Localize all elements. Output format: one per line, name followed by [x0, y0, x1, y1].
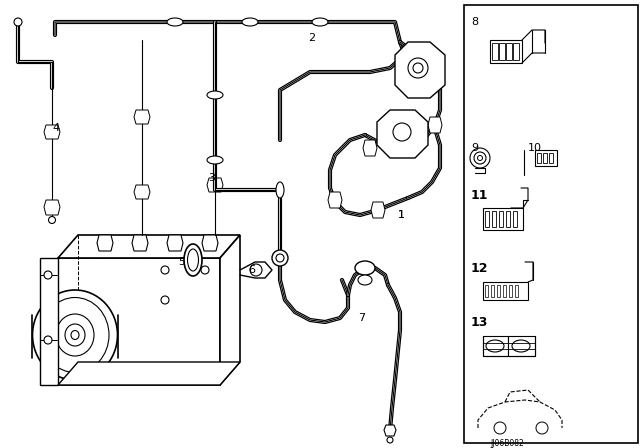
Polygon shape [490, 40, 522, 63]
Ellipse shape [56, 314, 94, 356]
Ellipse shape [65, 324, 85, 346]
Polygon shape [506, 211, 510, 227]
Circle shape [49, 216, 56, 224]
Text: JJ06B082: JJ06B082 [490, 439, 524, 448]
Circle shape [393, 123, 411, 141]
Polygon shape [44, 125, 60, 139]
Polygon shape [40, 258, 58, 385]
Circle shape [161, 266, 169, 274]
Polygon shape [492, 211, 496, 227]
Polygon shape [503, 285, 506, 297]
Polygon shape [428, 117, 442, 133]
Circle shape [250, 264, 262, 276]
Polygon shape [134, 110, 150, 124]
Ellipse shape [312, 18, 328, 26]
Text: 10: 10 [528, 143, 542, 153]
Text: 12: 12 [471, 262, 488, 275]
Circle shape [470, 148, 490, 168]
Polygon shape [515, 285, 518, 297]
Text: 3: 3 [208, 173, 215, 183]
Ellipse shape [33, 290, 118, 380]
Polygon shape [485, 285, 488, 297]
Polygon shape [513, 43, 519, 60]
Polygon shape [499, 211, 503, 227]
Ellipse shape [188, 249, 198, 271]
Text: 6: 6 [248, 265, 255, 275]
Polygon shape [134, 185, 150, 199]
Polygon shape [97, 235, 113, 251]
Circle shape [272, 250, 288, 266]
Polygon shape [513, 211, 517, 227]
Polygon shape [363, 140, 377, 156]
Polygon shape [167, 235, 183, 251]
Polygon shape [549, 153, 553, 163]
Polygon shape [395, 42, 445, 98]
Circle shape [44, 336, 52, 344]
Text: 2: 2 [308, 33, 315, 43]
Ellipse shape [41, 297, 109, 372]
Polygon shape [58, 235, 240, 258]
Polygon shape [220, 235, 240, 385]
Ellipse shape [207, 91, 223, 99]
Circle shape [387, 437, 393, 443]
Ellipse shape [167, 18, 183, 26]
Polygon shape [384, 425, 396, 436]
Polygon shape [506, 43, 512, 60]
Text: 8: 8 [471, 17, 478, 27]
Polygon shape [202, 235, 218, 251]
Polygon shape [58, 258, 220, 385]
Bar [464, 5, 638, 443]
Polygon shape [491, 285, 494, 297]
Text: 11: 11 [471, 189, 488, 202]
Ellipse shape [276, 182, 284, 198]
Polygon shape [543, 153, 547, 163]
Ellipse shape [512, 340, 530, 352]
Polygon shape [483, 282, 528, 300]
Ellipse shape [358, 275, 372, 285]
Circle shape [276, 254, 284, 262]
Polygon shape [207, 178, 223, 192]
Polygon shape [328, 192, 342, 208]
Polygon shape [509, 285, 512, 297]
Polygon shape [44, 200, 60, 215]
Circle shape [201, 266, 209, 274]
Text: 1: 1 [398, 210, 405, 220]
Polygon shape [485, 211, 489, 227]
Text: 7: 7 [358, 313, 365, 323]
Polygon shape [371, 202, 385, 218]
Polygon shape [377, 110, 428, 158]
Polygon shape [499, 43, 505, 60]
Polygon shape [132, 235, 148, 251]
Text: 5: 5 [178, 257, 185, 267]
Circle shape [161, 296, 169, 304]
Circle shape [474, 152, 486, 164]
Polygon shape [497, 285, 500, 297]
Circle shape [44, 271, 52, 279]
Text: 9: 9 [471, 143, 478, 153]
Text: 4: 4 [52, 123, 59, 133]
Circle shape [14, 18, 22, 26]
Text: 13: 13 [471, 315, 488, 328]
Polygon shape [483, 208, 523, 230]
Polygon shape [535, 150, 557, 166]
Ellipse shape [486, 340, 504, 352]
Text: 1: 1 [398, 210, 405, 220]
Circle shape [536, 422, 548, 434]
Ellipse shape [242, 18, 258, 26]
Polygon shape [508, 336, 535, 356]
Circle shape [494, 422, 506, 434]
Circle shape [408, 58, 428, 78]
Circle shape [413, 63, 423, 73]
Ellipse shape [184, 244, 202, 276]
Ellipse shape [207, 156, 223, 164]
Ellipse shape [71, 331, 79, 340]
Ellipse shape [355, 261, 375, 275]
Polygon shape [537, 153, 541, 163]
Polygon shape [58, 362, 240, 385]
Polygon shape [492, 43, 498, 60]
Circle shape [477, 155, 483, 160]
Polygon shape [483, 336, 508, 356]
